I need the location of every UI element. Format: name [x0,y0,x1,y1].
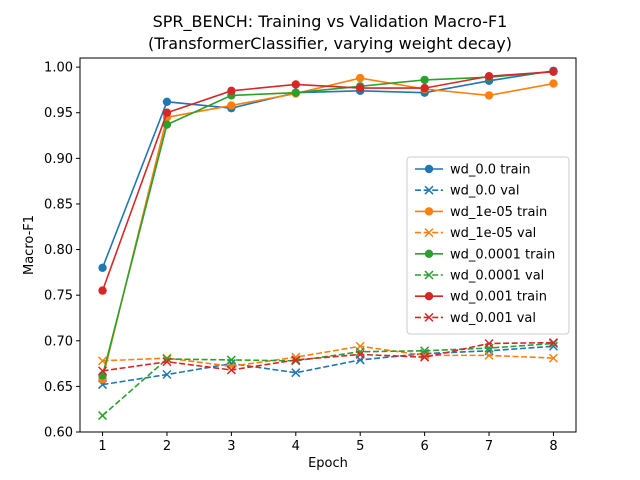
data-point [226,365,236,375]
legend-label: wd_0.0 train [450,163,530,178]
series-line [102,341,554,372]
x-tick-label: 5 [356,439,364,454]
legend-entry: wd_0.001 train [415,290,547,305]
y-tick-label: 0.80 [44,243,73,258]
legend-entry: wd_1e-05 val [415,226,536,241]
data-point [420,83,429,93]
legend-entry: wd_0.0 val [415,184,519,199]
data-point [549,79,558,88]
series-wd-0-001-val [98,338,558,376]
legend-entry: wd_1e-05 train [415,205,547,220]
data-point [291,355,301,365]
chart-subtitle: (TransformerClassifier, varying weight d… [148,34,512,53]
legend-marker [424,164,434,174]
x-tick-label: 8 [549,439,557,454]
legend-entry: wd_0.001 val [415,311,536,326]
legend-entry: wd_0.0001 val [415,269,544,284]
legend-entry: wd_0.0001 train [415,247,555,262]
data-point [291,88,300,97]
data-point [98,263,107,273]
data-point [484,72,494,81]
legend: wd_0.0 train wd_0.0 val wd_1e-05 train wd_1… [406,156,570,335]
data-point [548,338,558,348]
legend-label: wd_1e-05 train [450,205,547,220]
legend-marker [424,270,434,280]
y-tick-label: 0.90 [44,152,73,167]
x-tick-label: 1 [98,439,106,454]
x-axis-label: Epoch [308,456,348,471]
data-point [162,120,172,129]
legend-label: wd_0.0 val [450,184,519,199]
data-point [227,101,236,110]
chart-title: SPR_BENCH: Training vs Validation Macro-… [153,12,508,32]
legend-label: wd_1e-05 val [450,226,536,241]
data-point [355,349,365,359]
legend-marker [424,207,434,216]
legend-marker [424,249,434,258]
data-point [548,353,558,363]
y-tick-label: 0.65 [44,380,73,395]
x-tick-label: 7 [485,439,493,454]
legend-label: wd_0.001 train [450,290,547,305]
data-point [291,80,300,89]
legend-label: wd_0.0001 val [450,269,544,284]
legend-label: wd_0.001 val [450,311,536,326]
legend-marker [424,228,434,238]
x-tick-label: 2 [163,439,171,454]
legend-label: wd_0.0001 train [450,247,555,262]
data-point [227,86,236,96]
data-point [98,366,108,376]
data-point [98,286,107,295]
plot-frame [79,57,577,433]
series-line [101,69,554,269]
data-point [484,350,494,360]
data-point [98,371,107,380]
series-line [102,345,554,368]
x-tick-label: 4 [292,439,300,454]
data-point [484,91,494,100]
data-point [548,341,558,351]
legend-marker [424,292,434,301]
data-point [356,73,365,83]
axes: 1 2 3 4 5 6 7 8 0.60 0.65 0.70 0.75 0.80 0.85 0.90 0.95… [44,61,558,454]
data-point [162,97,172,106]
data-point [420,75,429,85]
y-tick-label: 0.85 [44,197,73,212]
series-line [102,342,554,417]
plot-area [98,66,558,421]
x-tick-label: 6 [420,439,428,454]
series-wd-0-001-train [98,67,558,295]
data-point [356,83,365,93]
data-point [162,357,172,367]
data-point [162,370,172,380]
legend-marker [424,312,434,322]
legend-marker [424,185,434,195]
y-axis-label: Macro-F1 [22,215,37,275]
y-tick-label: 0.70 [44,334,73,349]
data-point [226,355,236,365]
data-point [420,352,430,362]
y-tick-label: 0.60 [44,426,73,441]
legend-box [406,156,570,335]
data-point [549,67,558,76]
y-tick-label: 0.75 [44,289,73,304]
y-tick-label: 1.00 [44,61,73,76]
series-line [101,70,554,291]
series-line [102,345,554,386]
data-point [98,411,108,421]
data-point [291,368,301,378]
legend-entry: wd_0.0 train [415,163,530,178]
x-tick-label: 3 [227,439,235,454]
data-point [162,108,172,117]
data-point [484,338,494,349]
y-tick-label: 0.95 [44,106,73,121]
